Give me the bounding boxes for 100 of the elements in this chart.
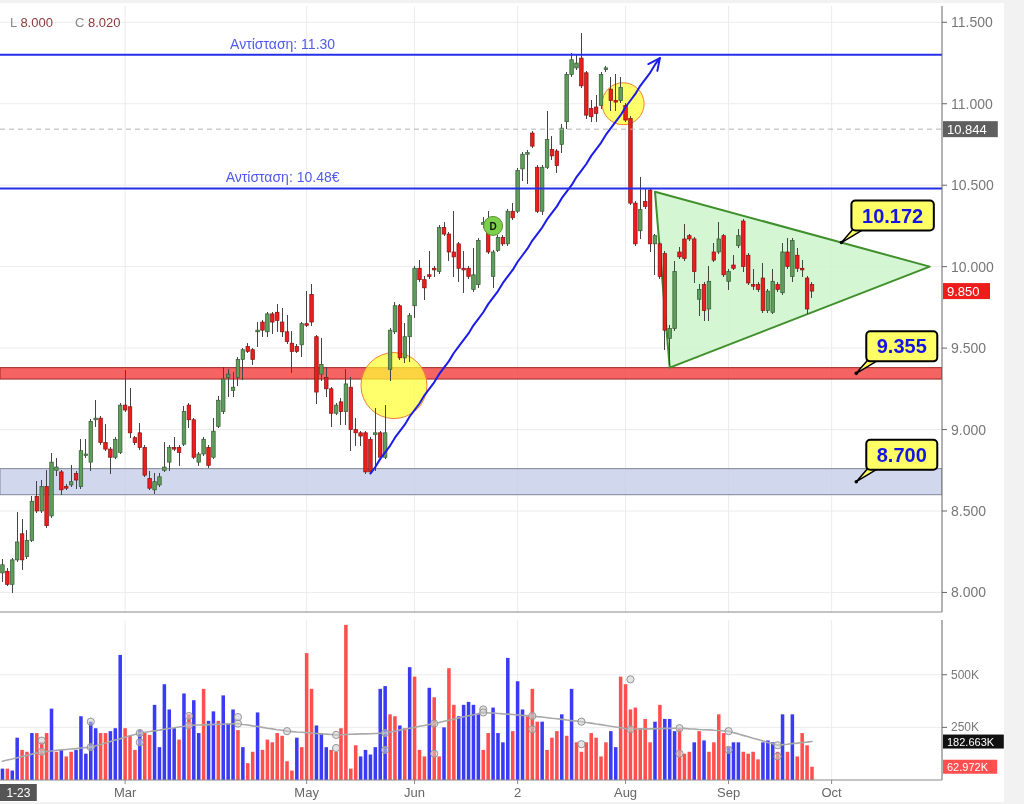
candlestick bbox=[206, 444, 211, 469]
y-tick-label: 8.000 bbox=[951, 584, 987, 601]
point bbox=[381, 728, 390, 738]
y-tick-label: 250K bbox=[951, 720, 980, 735]
candlestick bbox=[785, 237, 790, 270]
bar bbox=[770, 742, 775, 780]
candlestick bbox=[69, 464, 74, 488]
bar bbox=[398, 725, 402, 780]
candlestick bbox=[716, 221, 721, 255]
x-tick-label: 2 bbox=[513, 785, 522, 800]
point bbox=[135, 728, 144, 738]
candlestick bbox=[230, 371, 236, 398]
ref-line-label: 10.844 bbox=[947, 121, 987, 137]
candlestick bbox=[652, 233, 658, 276]
point bbox=[135, 738, 144, 747]
annotation: C 8.020 bbox=[74, 15, 121, 30]
candlestick bbox=[750, 268, 756, 291]
point bbox=[37, 736, 46, 745]
candlestick bbox=[618, 76, 623, 104]
point bbox=[675, 724, 684, 733]
point bbox=[37, 747, 46, 756]
point bbox=[381, 745, 390, 754]
bar bbox=[142, 733, 147, 780]
candlestick bbox=[697, 283, 702, 317]
candlestick bbox=[319, 337, 324, 382]
y-tick-label: 11.000 bbox=[951, 95, 993, 112]
bar bbox=[182, 693, 186, 780]
bar bbox=[653, 721, 657, 780]
x-tick-label: Sep bbox=[717, 785, 741, 800]
bar bbox=[540, 721, 544, 780]
y-tick-label: 10.000 bbox=[951, 258, 995, 275]
text: 1-23 bbox=[6, 785, 31, 800]
candlestick bbox=[226, 368, 231, 398]
candlestick bbox=[0, 558, 5, 583]
point bbox=[675, 749, 684, 758]
candlestick bbox=[176, 444, 182, 467]
text: 9.850 bbox=[947, 283, 980, 299]
candlestick bbox=[284, 314, 290, 345]
point bbox=[233, 719, 243, 728]
bar bbox=[192, 700, 196, 780]
annotation: 10.172 bbox=[862, 204, 924, 227]
bar bbox=[692, 742, 696, 780]
candlestick bbox=[554, 148, 559, 174]
y-tick-label: 8.500 bbox=[951, 503, 987, 519]
bar bbox=[236, 730, 240, 780]
point bbox=[773, 752, 782, 761]
candlestick bbox=[240, 347, 245, 381]
bar bbox=[560, 714, 564, 780]
candlestick bbox=[486, 210, 491, 255]
candlestick bbox=[304, 290, 309, 328]
point bbox=[626, 675, 635, 684]
x-tick-label: Mar bbox=[113, 785, 137, 800]
text: 62.972K bbox=[947, 760, 989, 773]
bar bbox=[658, 704, 662, 780]
candlestick bbox=[711, 242, 716, 263]
candlestick bbox=[726, 268, 731, 291]
bar bbox=[442, 727, 446, 780]
candlestick bbox=[167, 444, 172, 472]
bar bbox=[295, 737, 299, 780]
point bbox=[626, 725, 635, 734]
candlestick bbox=[638, 176, 643, 240]
candlestick bbox=[736, 228, 741, 249]
point bbox=[724, 727, 733, 736]
point bbox=[430, 719, 439, 728]
candlestick bbox=[93, 399, 98, 428]
text: 182.663K bbox=[947, 735, 995, 748]
candlestick bbox=[593, 94, 599, 123]
candlestick bbox=[34, 480, 39, 514]
y-tick-label: 11.500 bbox=[951, 14, 993, 31]
candlestick bbox=[265, 311, 270, 338]
bar bbox=[663, 718, 667, 780]
bar bbox=[118, 654, 122, 780]
point bbox=[184, 721, 193, 730]
point bbox=[528, 711, 537, 721]
bar bbox=[30, 733, 34, 780]
candlestick bbox=[446, 231, 452, 262]
candlestick bbox=[427, 250, 432, 280]
point bbox=[724, 745, 733, 754]
candlestick bbox=[147, 470, 152, 491]
bar bbox=[187, 714, 191, 780]
point bbox=[331, 743, 341, 753]
point bbox=[577, 717, 586, 726]
candlestick bbox=[559, 123, 564, 154]
y-tick-label: 10.500 bbox=[951, 177, 995, 194]
candlestick bbox=[279, 307, 285, 338]
bar bbox=[138, 730, 142, 780]
x-tick-label: Aug bbox=[613, 785, 638, 800]
point bbox=[430, 749, 439, 758]
point bbox=[577, 740, 586, 749]
band-label: 9.355 bbox=[876, 335, 927, 358]
x-tick-label: Jun bbox=[404, 785, 426, 800]
bar bbox=[177, 739, 181, 780]
bar bbox=[35, 733, 39, 780]
annotation: L 8.000 bbox=[10, 15, 53, 30]
bar bbox=[403, 728, 407, 780]
candlestick bbox=[373, 407, 378, 472]
band-label: 8.700 bbox=[876, 443, 927, 466]
point bbox=[86, 717, 95, 726]
point bbox=[773, 741, 782, 750]
y-tick-label: 500K bbox=[951, 667, 980, 682]
